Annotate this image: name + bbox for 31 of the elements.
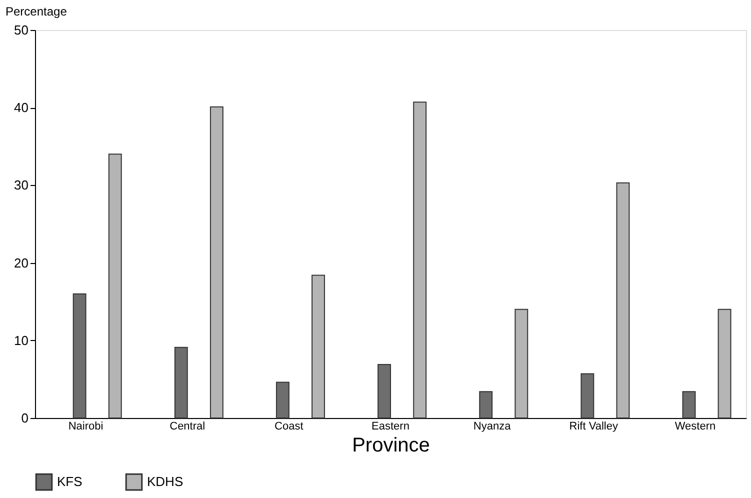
y-tick-label: 40 [14, 100, 28, 116]
x-tick-label: Coast [274, 420, 304, 432]
y-tick-label: 0 [21, 410, 28, 426]
x-axis-title: Province [352, 434, 430, 456]
bar [580, 373, 594, 418]
legend-label: KDHS [147, 474, 184, 490]
bar [210, 106, 224, 418]
y-tick-label: 50 [14, 22, 28, 38]
x-tick-label: Central [170, 420, 206, 432]
y-tick-label: 20 [14, 255, 28, 270]
x-tick-label: Nyanza [473, 420, 512, 432]
x-tick-label: Western [674, 420, 716, 432]
legend-label: KFS [57, 474, 83, 490]
bar [174, 346, 188, 418]
bar [72, 293, 86, 418]
bar [479, 391, 493, 418]
y-tick-label: 30 [14, 178, 28, 193]
x-tick-label: Nairobi [68, 420, 104, 432]
x-tick-label: Rift Valley [569, 420, 618, 432]
bar [514, 308, 528, 418]
y-tick-label: 10 [14, 332, 28, 348]
bar [276, 382, 290, 418]
bar [312, 274, 325, 418]
bar [108, 154, 122, 418]
bar [378, 364, 391, 418]
bar [718, 308, 732, 418]
bar [413, 102, 427, 418]
x-tick-label: Eastern [372, 420, 410, 432]
bar [682, 391, 696, 418]
y-axis-title: Percentage [6, 4, 68, 18]
bar [616, 182, 630, 418]
